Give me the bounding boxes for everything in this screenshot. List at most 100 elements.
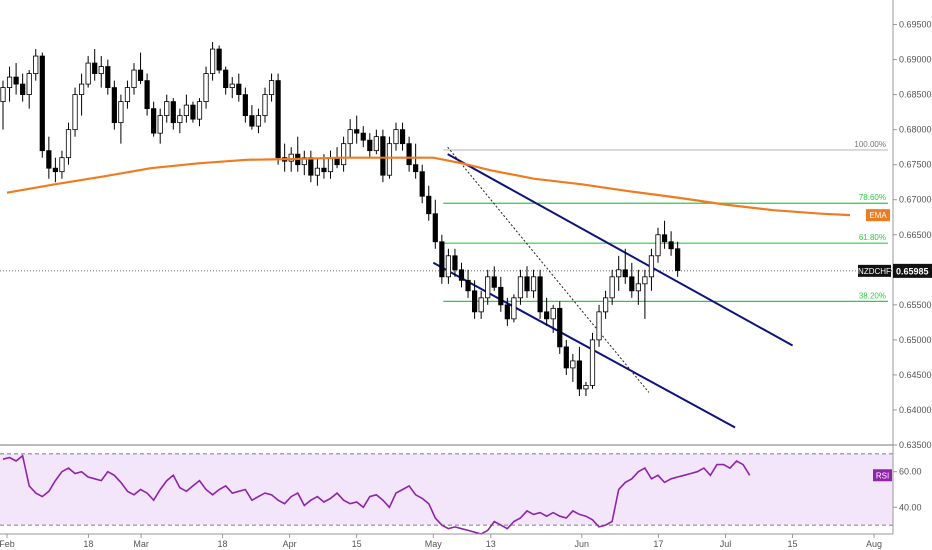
candle-body-up <box>196 101 203 120</box>
candle-body-up <box>131 69 137 88</box>
candle-body-up <box>589 339 596 386</box>
candle <box>550 304 556 333</box>
candle-body-down <box>249 115 255 127</box>
candlesticks <box>0 42 681 396</box>
candle-body-up <box>485 276 491 299</box>
candle <box>452 248 458 277</box>
candle <box>544 297 550 326</box>
candle <box>458 262 465 288</box>
candle <box>98 56 104 88</box>
candle <box>170 98 176 130</box>
candle-body-down <box>137 69 144 81</box>
candle <box>426 185 432 221</box>
candle <box>13 63 19 95</box>
candle-body-up <box>511 297 517 320</box>
candle <box>203 66 209 109</box>
candle <box>39 52 45 158</box>
y-tick-label: 0.69500 <box>899 20 932 30</box>
candle <box>164 94 170 123</box>
candle <box>72 87 78 137</box>
candle-body-down <box>190 104 196 120</box>
x-tick-label: 18 <box>83 539 93 549</box>
candle <box>576 346 583 396</box>
last-price-box <box>893 263 932 278</box>
candle-body-up <box>635 283 641 292</box>
candle-body-down <box>537 276 543 313</box>
candle <box>118 94 124 144</box>
candle <box>157 108 163 144</box>
x-tick-label: Aug <box>866 539 882 549</box>
rsi-tag: RSI <box>873 469 892 482</box>
candle <box>177 108 183 134</box>
candle-body-down <box>465 279 471 292</box>
candle <box>596 304 602 347</box>
channel-lower-line <box>432 261 736 429</box>
candle <box>380 129 386 183</box>
candle-body-up <box>583 385 589 390</box>
candle-body-down <box>439 241 445 278</box>
candle-body-down <box>629 276 635 292</box>
candle-body-up <box>255 115 262 127</box>
diagonal-dotted-line <box>447 146 650 393</box>
candle-body-down <box>675 248 681 271</box>
candle-body-up <box>118 101 124 124</box>
candle <box>52 157 59 183</box>
candle <box>439 234 445 284</box>
candle-body-down <box>406 143 412 166</box>
rsi-band-fill <box>0 453 893 526</box>
candle <box>111 80 117 130</box>
x-tick-label: Jun <box>575 539 590 549</box>
candle <box>85 56 91 88</box>
candle-body-down <box>622 269 628 278</box>
candle-body-up <box>288 153 294 162</box>
candle-body-up <box>157 115 163 134</box>
candle-body-down <box>491 276 497 288</box>
candle <box>570 353 576 382</box>
candle-body-down <box>661 234 668 243</box>
candle-body-up <box>262 94 268 117</box>
candle <box>65 122 72 165</box>
y-tick-label: 0.64000 <box>899 405 932 415</box>
candle-body-down <box>223 69 229 88</box>
candle <box>367 133 373 158</box>
candle-body-down <box>111 87 117 124</box>
candle-body-up <box>386 143 393 176</box>
x-tick-label: Mar <box>133 539 149 549</box>
candle-body-down <box>380 136 386 176</box>
candle <box>347 119 353 158</box>
candle-body-down <box>39 55 45 152</box>
candle <box>485 269 491 305</box>
candle-body-down <box>432 213 438 243</box>
ema-tag-label: EMA <box>869 211 887 220</box>
candle <box>183 94 189 123</box>
candle-body-up <box>59 157 65 173</box>
candle <box>223 66 229 95</box>
candle <box>393 122 399 151</box>
y-tick-label: 0.64500 <box>899 370 932 380</box>
candle <box>406 136 412 172</box>
candle-body-up <box>203 73 209 103</box>
candle <box>124 80 131 109</box>
candle <box>151 101 157 137</box>
candle <box>92 49 98 81</box>
candle <box>589 332 596 389</box>
candle-body-up <box>0 87 6 103</box>
candle <box>354 115 360 144</box>
candle-body-up <box>340 143 347 166</box>
candle-body-down <box>413 164 419 173</box>
x-tick-label: May <box>425 539 443 549</box>
candle-body-down <box>236 83 242 96</box>
candle <box>557 301 563 354</box>
rsi-tag-label: RSI <box>876 471 889 480</box>
candle-body-up <box>642 276 648 285</box>
candle-body-down <box>13 76 19 85</box>
candle <box>629 262 635 298</box>
y-tick-label: 0.67500 <box>899 160 932 170</box>
candle-body-up <box>445 255 452 278</box>
candle <box>137 52 144 85</box>
candle <box>419 164 425 204</box>
x-tick-label: 18 <box>218 539 228 549</box>
candle-body-down <box>367 139 373 152</box>
candle-body-up <box>26 73 32 96</box>
